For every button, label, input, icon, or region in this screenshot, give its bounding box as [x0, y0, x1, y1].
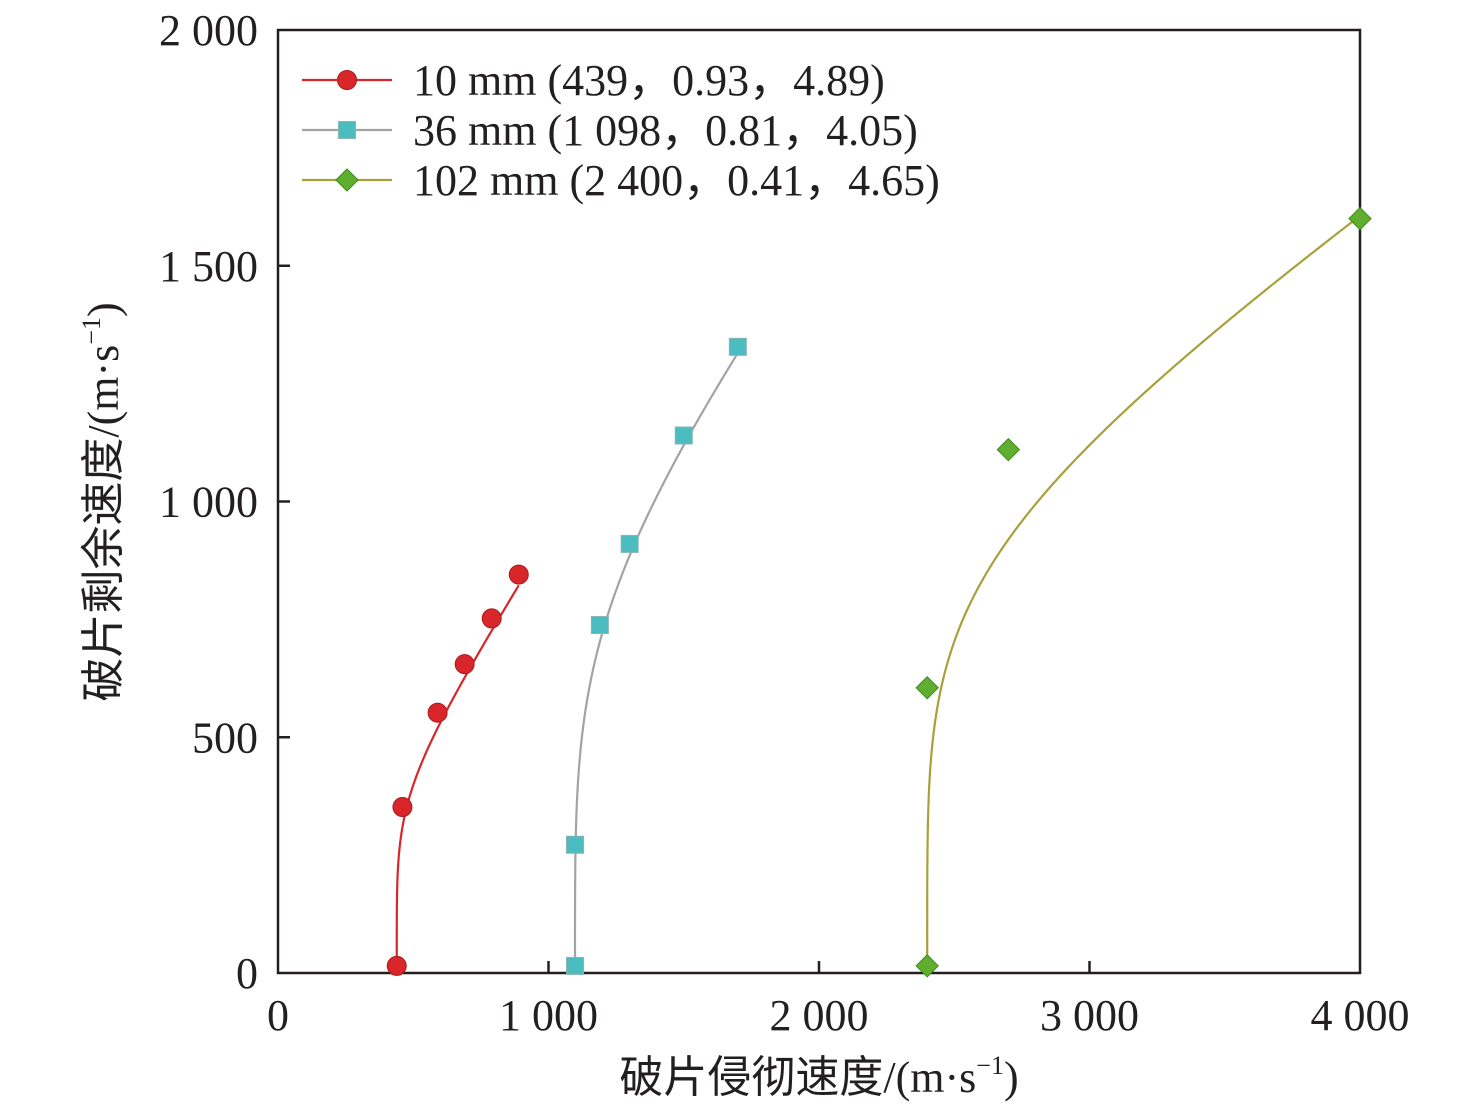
data-point: [674, 426, 693, 445]
data-point: [566, 835, 585, 854]
y-tick-label: 0: [236, 949, 258, 998]
y-axis-title-close: ): [79, 302, 128, 317]
y-tick-label: 1 500: [159, 242, 258, 291]
x-axis-title-text: 破片侵彻速度/(m·s: [619, 1053, 976, 1102]
y-axis-title: 破片剩余速度/(m·s−1): [77, 302, 128, 701]
legend-item: 36 mm (1 098，0.81，4.05): [302, 106, 918, 155]
series-line: [395, 584, 520, 973]
y-tick-label: 500: [192, 713, 258, 762]
series-layer: [386, 206, 1372, 978]
data-point: [427, 702, 448, 723]
legend: 10 mm (439，0.93，4.89)36 mm (1 098，0.81，4…: [302, 56, 940, 205]
legend-label: 10 mm (439，0.93，4.89): [413, 56, 885, 105]
y-axis-title-exponent: −1: [77, 317, 106, 345]
x-tick-label: 0: [267, 991, 289, 1040]
data-point: [620, 534, 639, 553]
legend-item: 10 mm (439，0.93，4.89): [302, 56, 885, 105]
x-tick-label: 3 000: [1040, 991, 1139, 1040]
data-point: [566, 956, 585, 975]
data-point: [386, 955, 407, 976]
x-axis: 0 1 000 2 000 3 000 4 000: [267, 961, 1410, 1040]
data-point: [728, 337, 747, 356]
series-line: [926, 214, 1361, 973]
data-point: [508, 564, 529, 585]
data-point: [481, 608, 502, 629]
x-axis-title: 破片侵彻速度/(m·s−1): [619, 1051, 1018, 1102]
series: [386, 564, 529, 976]
data-point: [454, 654, 475, 675]
x-axis-title-close: ): [1004, 1053, 1019, 1102]
legend-label: 36 mm (1 098，0.81，4.05): [413, 106, 918, 155]
y-axis-title-text: 破片剩余速度/(m·s: [79, 345, 128, 702]
legend-item: 102 mm (2 400，0.41，4.65): [302, 156, 940, 205]
legend-label: 102 mm (2 400，0.41，4.65): [413, 156, 940, 205]
series-line: [573, 352, 739, 973]
x-axis-title-exponent: −1: [976, 1051, 1004, 1080]
data-point: [392, 797, 413, 818]
data-point: [337, 70, 357, 90]
series: [566, 337, 747, 975]
data-point: [915, 675, 939, 700]
y-tick-label: 1 000: [159, 478, 258, 527]
x-tick-label: 1 000: [499, 991, 598, 1040]
data-point: [338, 121, 356, 139]
x-tick-label: 2 000: [770, 991, 869, 1040]
series: [915, 206, 1372, 978]
x-tick-label: 4 000: [1311, 991, 1410, 1040]
data-point: [1348, 206, 1372, 231]
data-point: [590, 616, 609, 635]
y-tick-label: 2 000: [159, 6, 258, 55]
data-point: [335, 168, 359, 192]
data-point: [915, 954, 939, 978]
y-axis: 0 500 1 000 1 500 2 000: [159, 6, 290, 998]
data-point: [996, 437, 1021, 462]
